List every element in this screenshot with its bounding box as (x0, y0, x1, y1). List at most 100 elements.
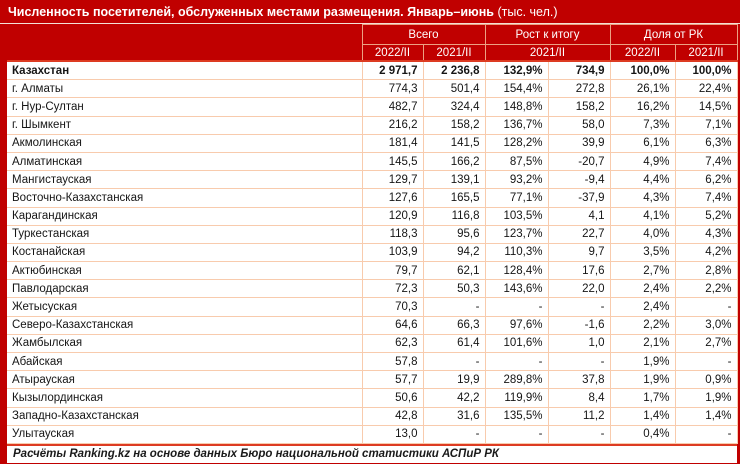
value-cell: 16,2% (610, 97, 676, 117)
value-cell: 57,7 (362, 370, 424, 390)
value-cell: - (423, 297, 486, 317)
sub-header-share-2021: 2021/II (674, 44, 738, 62)
value-cell: 136,7% (485, 116, 549, 135)
region-cell: г. Нур-Султан (7, 97, 363, 117)
value-cell: 272,8 (548, 79, 611, 99)
value-cell: 2 236,8 (423, 61, 486, 81)
value-cell: 0,4% (610, 425, 676, 444)
table-body: Казахстан 2 971,7 2 236,8 132,9% 734,9 100,0%… (7, 61, 738, 444)
value-cell: 31,6 (423, 407, 486, 426)
region-cell: Казахстан (7, 61, 363, 81)
value-cell: 72,3 (362, 279, 424, 299)
value-cell: - (485, 352, 549, 372)
table-row: Костанайская 103,9 94,2 110,3% 9,7 3,5% 4,2% (7, 243, 738, 263)
region-cell: Кызылординская (7, 388, 363, 408)
value-cell: - (675, 352, 738, 372)
table-row: Акмолинская 181,4 141,5 128,2% 39,9 6,1% 6,3% (7, 134, 738, 153)
table-row: Улытауская 13,0- - -0,4% - (7, 425, 738, 444)
value-cell: 2,8% (675, 261, 738, 281)
value-cell: 87,5% (485, 152, 549, 172)
value-cell: 139,1 (423, 170, 486, 190)
value-cell: 1,7% (610, 388, 676, 408)
region-cell: Костанайская (7, 243, 363, 263)
table-row: Алматинская 145,5 166,2 87,5% -20,7 4,9% 7,4% (7, 152, 738, 172)
value-cell: 2,7% (675, 334, 738, 354)
region-cell: Павлодарская (7, 279, 363, 299)
value-cell: 734,9 (548, 61, 611, 81)
value-cell: 6,3% (675, 134, 738, 153)
value-cell: 141,5 (423, 134, 486, 153)
value-cell: - (675, 297, 738, 317)
value-cell: 2,1% (610, 334, 676, 354)
value-cell: - (548, 425, 611, 444)
sub-header-growth-2021: 2021/II (484, 44, 611, 62)
value-cell: 66,3 (423, 316, 486, 335)
value-cell: 50,6 (362, 388, 424, 408)
table-row: Мангистауская 129,7 139,1 93,2% -9,4 4,4% 6,2% (7, 170, 738, 190)
value-cell: 1,9% (610, 370, 676, 390)
value-cell: 128,4% (485, 261, 549, 281)
table-row: Северо-Казахстанская 64,6 66,3 97,6% -1,6 2,2… (7, 316, 738, 335)
value-cell: 4,4% (610, 170, 676, 190)
value-cell: 324,4 (423, 97, 486, 117)
value-cell: 1,4% (610, 407, 676, 426)
region-column-header (7, 24, 363, 61)
value-cell: 3,5% (610, 243, 676, 263)
value-cell: 7,1% (675, 116, 738, 135)
region-cell: Жетысуская (7, 297, 363, 317)
value-cell: 50,3 (423, 279, 486, 299)
table-row: Карагандинская 120,9 116,8 103,5% 4,1 4,1% 5,2… (7, 207, 738, 226)
value-cell: 39,9 (548, 134, 611, 153)
table-row: Абайская 57,8- - -1,9% - (7, 352, 738, 372)
value-cell: 7,4% (675, 188, 738, 208)
value-cell: 95,6 (423, 225, 486, 244)
region-cell: Восточно-Казахстанская (7, 188, 363, 208)
group-header-share: Доля от РК (609, 24, 738, 45)
value-cell: 774,3 (362, 79, 424, 99)
value-cell: 19,9 (423, 370, 486, 390)
table-row: Жамбылская 62,3 61,4 101,6% 1,0 2,1% 2,7% (7, 334, 738, 354)
value-cell: 42,8 (362, 407, 424, 426)
value-cell: 64,6 (362, 316, 424, 335)
value-cell: -20,7 (548, 152, 611, 172)
value-cell: 101,6% (485, 334, 549, 354)
value-cell: 5,2% (675, 207, 738, 226)
value-cell: 181,4 (362, 134, 424, 153)
value-cell: 166,2 (423, 152, 486, 172)
value-cell: 61,4 (423, 334, 486, 354)
header-sub-row: 2022/II 2021/II 2021/II 2022/II 2021/II (7, 44, 738, 62)
value-cell: 148,8% (485, 97, 549, 117)
value-cell: - (485, 425, 549, 444)
region-cell: Атырауская (7, 370, 363, 390)
value-cell: 2,4% (610, 297, 676, 317)
value-cell: 119,9% (485, 388, 549, 408)
value-cell: 2,2% (610, 316, 676, 335)
value-cell: 143,6% (485, 279, 549, 299)
value-cell: 11,2 (548, 407, 611, 426)
value-cell: 9,7 (548, 243, 611, 263)
value-cell: 100,0% (675, 61, 738, 81)
value-cell: - (423, 352, 486, 372)
value-cell: 62,1 (423, 261, 486, 281)
value-cell: 17,6 (548, 261, 611, 281)
value-cell: - (675, 425, 738, 444)
region-cell: г. Шымкент (7, 116, 363, 135)
region-cell: Мангистауская (7, 170, 363, 190)
table-row: Казахстан 2 971,7 2 236,8 132,9% 734,9 100,0%… (7, 61, 738, 81)
value-cell: 216,2 (362, 116, 424, 135)
region-cell: Алматинская (7, 152, 363, 172)
value-cell: -37,9 (548, 188, 611, 208)
value-cell: 57,8 (362, 352, 424, 372)
region-cell: Улытауская (7, 425, 363, 444)
value-cell: 93,2% (485, 170, 549, 190)
value-cell: 1,0 (548, 334, 611, 354)
table-header: Всего Рост к итогу Доля от РК 2022/II 20… (7, 24, 738, 62)
value-cell: 94,2 (423, 243, 486, 263)
value-cell: 4,9% (610, 152, 676, 172)
region-cell: Карагандинская (7, 207, 363, 226)
sub-header-total-2021: 2021/II (422, 44, 486, 62)
page-title-unit: (тыс. чел.) (497, 5, 558, 19)
value-cell: 158,2 (548, 97, 611, 117)
value-cell: 135,5% (485, 407, 549, 426)
